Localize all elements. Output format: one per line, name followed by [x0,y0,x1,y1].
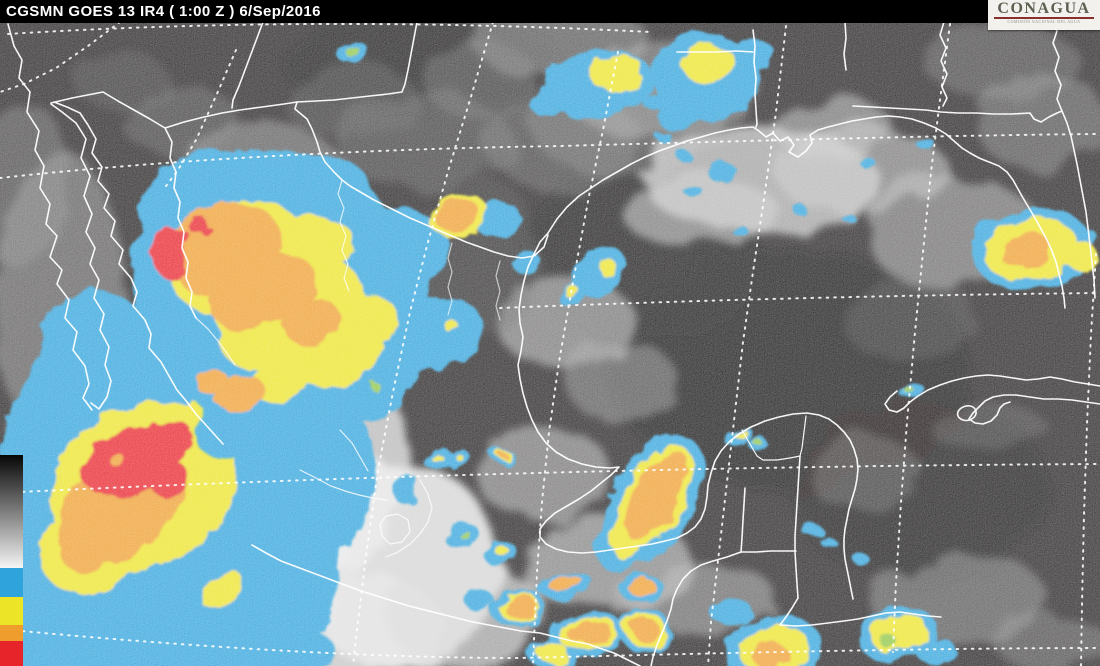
conagua-logo-underline [994,17,1094,19]
conagua-logo-subtitle: COMISIÓN NACIONAL DEL AGUA [1007,19,1081,24]
scale-segment-blue [0,568,23,597]
conagua-logo: CONAGUA COMISIÓN NACIONAL DEL AGUA [988,0,1100,30]
scale-segment-gray [0,455,23,568]
scale-segment-yellow [0,597,23,625]
image-grain [0,23,1100,666]
scale-segment-orange [0,625,23,641]
header-bar: CGSMN GOES 13 IR4 ( 1:00 Z ) 6/Sep/2016 [0,0,1100,23]
conagua-logo-text: CONAGUA [997,0,1091,17]
image-title: CGSMN GOES 13 IR4 ( 1:00 Z ) 6/Sep/2016 [6,3,321,20]
enhancement-scale-bar [0,455,23,666]
scale-segment-red [0,641,23,666]
